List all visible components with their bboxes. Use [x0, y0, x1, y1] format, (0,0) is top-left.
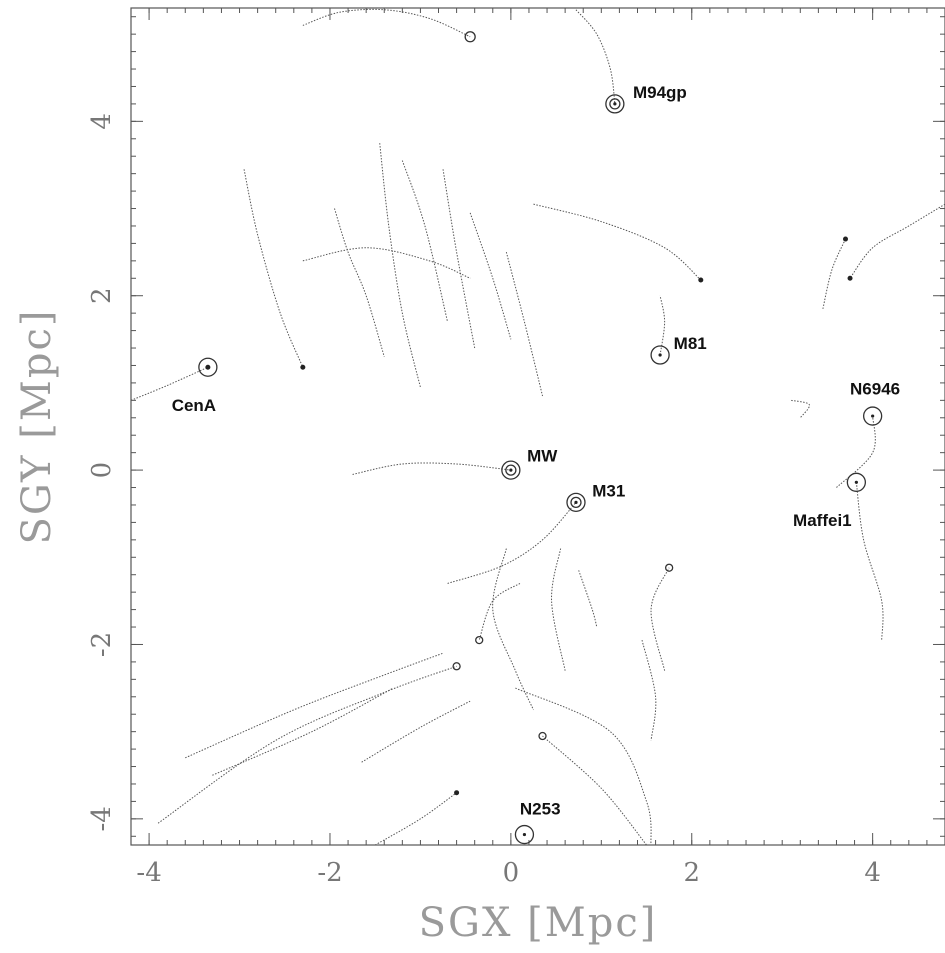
orbit-path [469, 212, 512, 340]
orbit-path [849, 203, 945, 279]
galaxy-markers [198, 31, 883, 845]
orbit-path [515, 687, 652, 846]
orbit-end-circle [570, 496, 582, 509]
orbit-end-dot [698, 277, 704, 283]
orbit-path [361, 700, 471, 763]
orbit-path [401, 160, 449, 322]
orbit-path [374, 792, 457, 846]
orbit-path [505, 251, 544, 397]
orbit-path [791, 399, 810, 419]
orbit-path [185, 652, 444, 759]
x-tick-label: -4 [136, 858, 161, 888]
orbit-path [212, 687, 394, 776]
orbit-end-circle [538, 731, 547, 741]
y-tick-label: 4 [87, 113, 117, 130]
galaxy-marker [566, 492, 586, 513]
x-tick-label: 4 [864, 858, 881, 888]
galaxy-marker [605, 94, 625, 114]
orbit-path [641, 639, 657, 741]
galaxy-marker [501, 460, 521, 480]
orbit-path [533, 203, 702, 281]
galaxy-labels: M94gp M81 CenA MW M31 N6946 Maffei1 N253 [172, 83, 900, 819]
galaxy-marker [198, 357, 218, 377]
orbit-end-circle [452, 662, 461, 671]
x-tick-label: 0 [503, 858, 520, 888]
orbit-path [379, 143, 421, 388]
galaxy-center-dot [854, 480, 858, 484]
galaxy-label: N6946 [850, 379, 900, 398]
orbit-end-dot [454, 790, 460, 796]
galaxy-marker [514, 824, 535, 845]
galaxy-marker [650, 345, 670, 365]
orbit-end-dot [300, 364, 306, 370]
orbit-end-dot [847, 275, 853, 281]
axis-ticks [130, 8, 945, 845]
orbit-path [542, 735, 647, 846]
orbit-path [659, 295, 666, 356]
galaxy-center-dot [574, 500, 578, 504]
galaxy-center-dot [522, 832, 527, 837]
orbit-path [157, 665, 457, 824]
galaxy-label: M81 [674, 334, 707, 353]
galaxy-center-dot [871, 414, 875, 418]
orbit-path [302, 247, 471, 279]
orbit-end-circle [464, 31, 476, 43]
galaxy-center-dot [206, 365, 210, 369]
orbit-path [822, 238, 846, 309]
orbit-path [578, 570, 598, 628]
orbit-path [492, 548, 534, 711]
orbit-end-dot [843, 236, 849, 242]
galaxy-marker [846, 472, 867, 492]
galaxy-center-dot [658, 353, 662, 357]
orbit-path [650, 567, 670, 671]
galaxy-label: Maffei1 [793, 511, 852, 530]
orbit-end-circle [505, 464, 517, 476]
galaxy-center-dot [509, 468, 513, 472]
orbit-path [352, 462, 511, 475]
galaxy-label: N253 [520, 800, 561, 819]
orbit-path [302, 8, 471, 38]
x-tick-label: -2 [317, 858, 342, 888]
galaxy-center-dot [613, 102, 617, 106]
orbit-path [334, 208, 385, 357]
plot-frame [130, 7, 945, 846]
x-axis-title: SGX [Mpc] [419, 900, 658, 946]
y-tick-label: -2 [87, 632, 117, 657]
orbit-path [478, 583, 521, 641]
orbit-path [855, 482, 884, 641]
orbit-path [243, 169, 304, 368]
orbit-end-circle [475, 635, 484, 645]
galaxy-label: M94gp [633, 83, 687, 102]
y-tick-label: 0 [87, 462, 117, 479]
tick-labels: -4 -2 0 2 4 -4 -2 0 2 4 [87, 113, 881, 888]
galaxy-label: M31 [592, 481, 625, 500]
x-tick-label: 2 [683, 858, 700, 888]
y-axis-title: SGY [Mpc] [14, 309, 60, 545]
orbit-path [130, 366, 209, 401]
orbit-paths [130, 8, 945, 846]
orbit-path [447, 502, 577, 584]
orbit-path [575, 9, 616, 104]
y-tick-label: 2 [87, 287, 117, 304]
galaxy-marker [862, 406, 883, 426]
orbit-path [551, 548, 566, 671]
orbit-path [836, 416, 876, 488]
orbit-path [442, 169, 476, 349]
galaxy-label: MW [527, 447, 558, 466]
orbit-end-circle [609, 98, 621, 110]
y-tick-label: -4 [87, 806, 117, 831]
galaxy-label: CenA [172, 396, 216, 415]
orbit-end-circle [664, 563, 674, 572]
